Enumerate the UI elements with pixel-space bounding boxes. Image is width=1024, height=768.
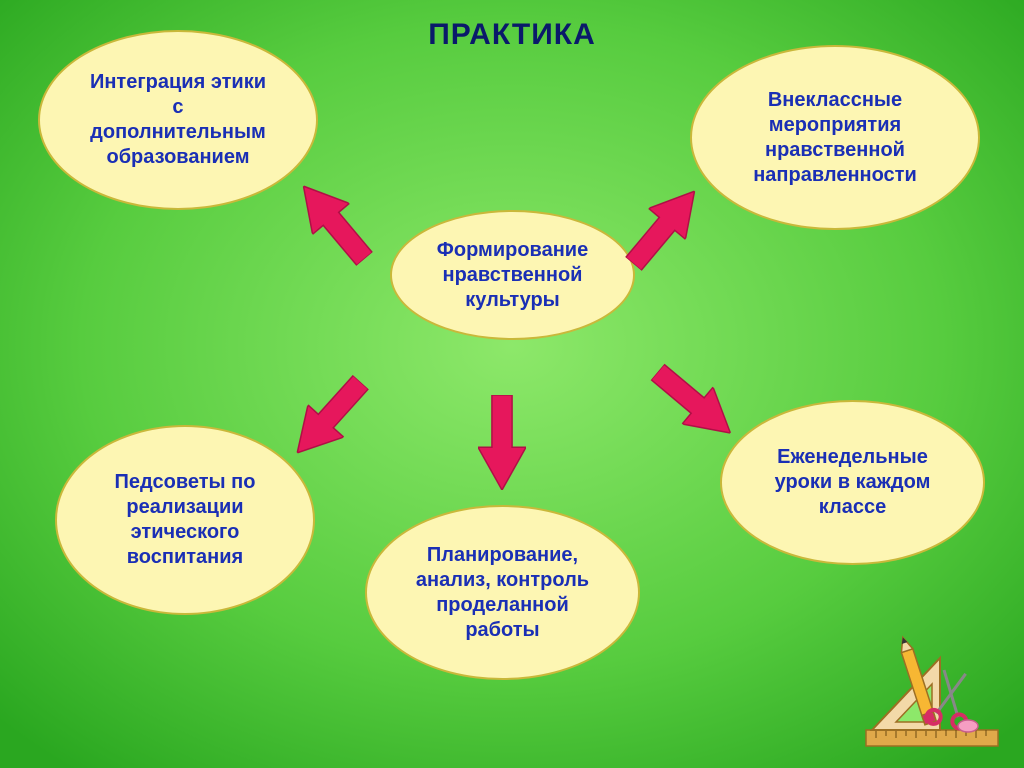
arrow-to-bottom (478, 395, 526, 490)
outer-bubble-top-right: Внеклассныемероприятиянравственнойнаправ… (690, 45, 980, 230)
outer-bubble-right: Еженедельныеуроки в каждомклассе (720, 400, 985, 565)
clipart-stationery (862, 630, 1002, 750)
outer-bubble-top-left: Интеграция этикисдополнительнымобразован… (38, 30, 318, 210)
outer-bubble-bottom: Планирование,анализ, контрольпроделанной… (365, 505, 640, 680)
center-bubble: Формированиенравственнойкультуры (390, 210, 635, 340)
outer-bubble-bottom-left: Педсоветы пореализацииэтическоговоспитан… (55, 425, 315, 615)
